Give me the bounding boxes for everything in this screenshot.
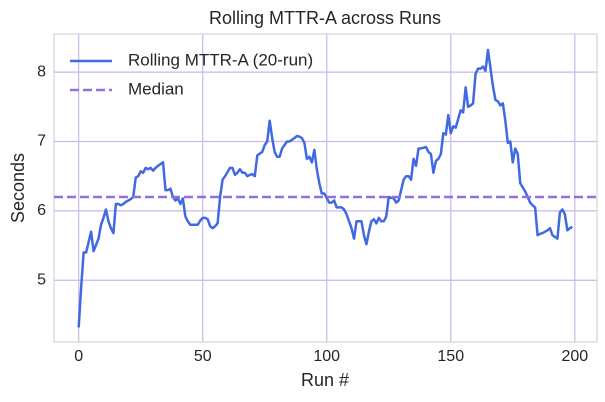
legend-label: Median — [128, 79, 184, 98]
chart-title: Rolling MTTR-A across Runs — [209, 8, 441, 28]
y-axis-label: Seconds — [8, 153, 28, 223]
plot-frame — [53, 33, 598, 343]
legend-label: Rolling MTTR-A (20-run) — [128, 50, 313, 69]
y-tick-label: 6 — [37, 202, 46, 219]
data-line — [77, 48, 573, 328]
y-tick-label: 5 — [37, 271, 46, 288]
x-tick-label: 0 — [74, 348, 83, 365]
x-tick-label: 150 — [437, 348, 464, 365]
y-tick-label: 8 — [37, 63, 46, 80]
x-tick-label: 200 — [561, 348, 588, 365]
x-tick-label: 100 — [313, 348, 340, 365]
y-tick-label: 7 — [37, 133, 46, 150]
x-axis-label: Run # — [301, 370, 349, 390]
x-tick-label: 50 — [194, 348, 212, 365]
